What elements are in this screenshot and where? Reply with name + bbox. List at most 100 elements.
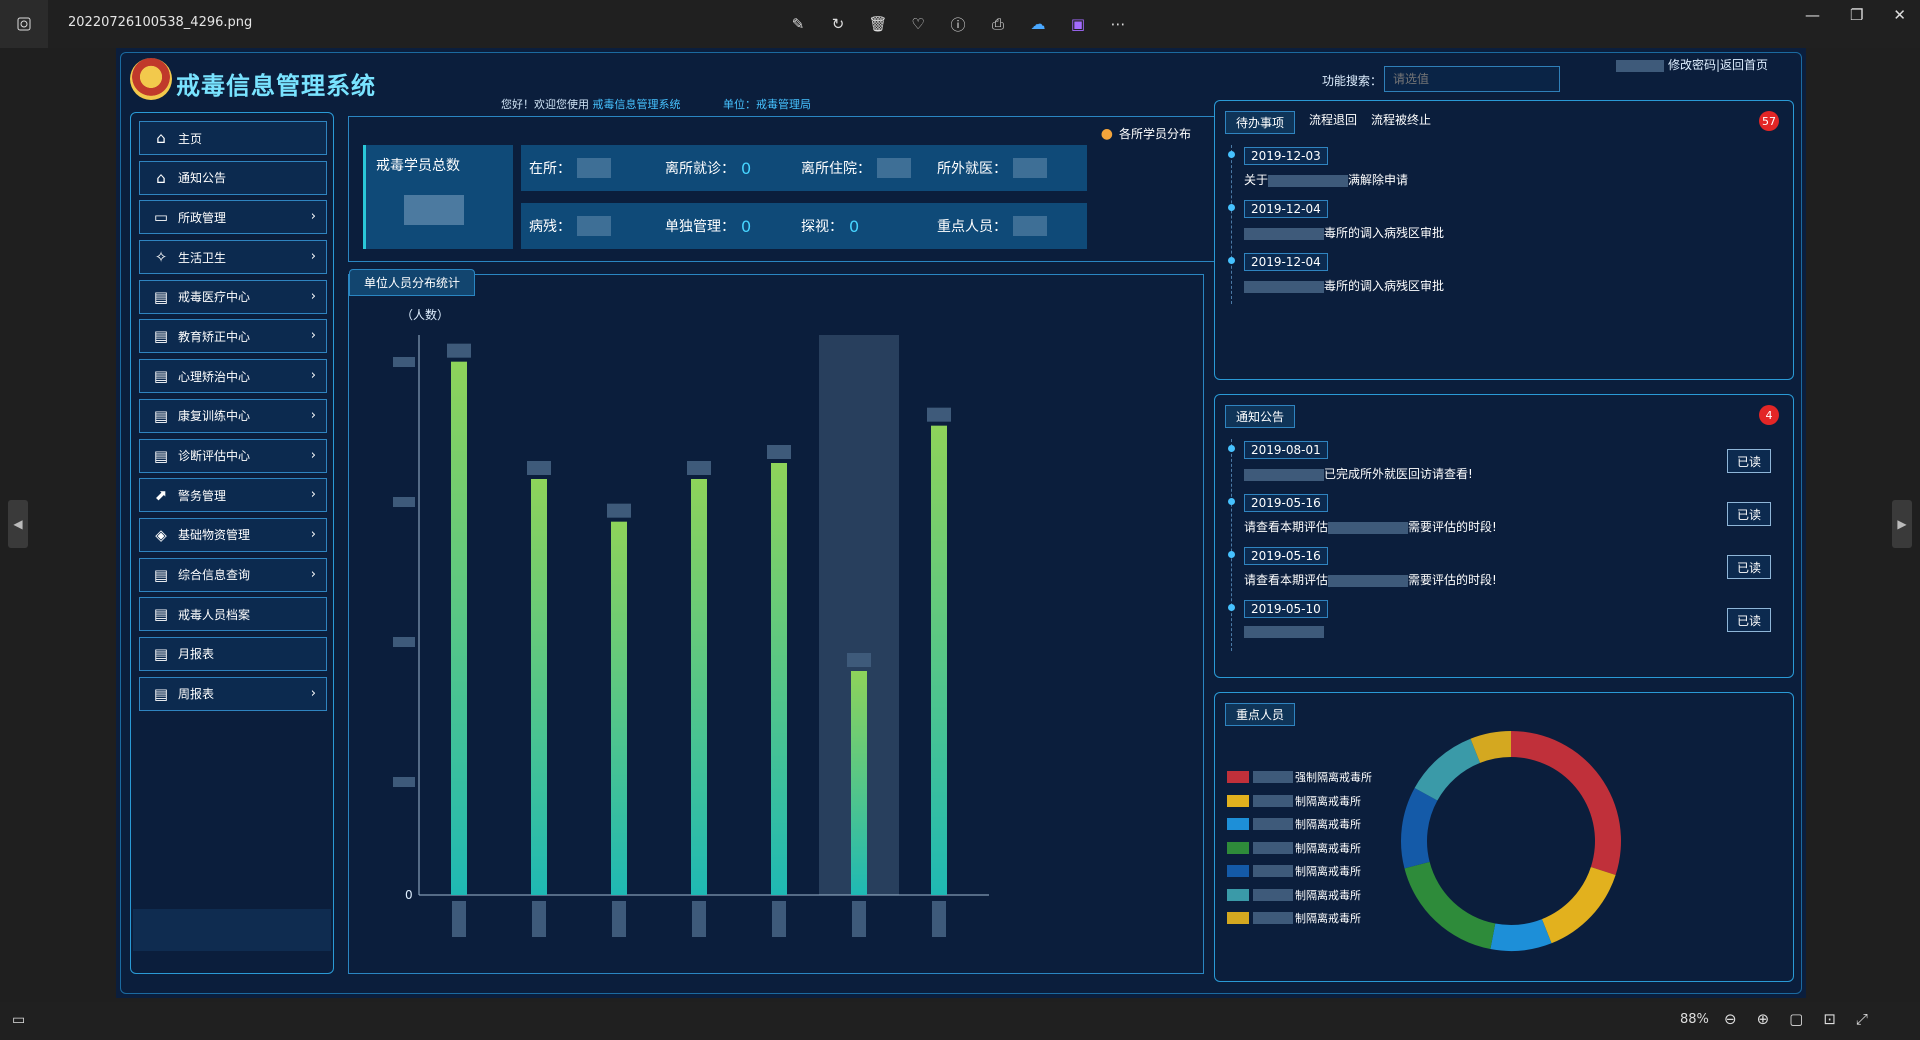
legend-item[interactable]: 制隔离戒毒所 — [1227, 863, 1372, 879]
sidebar-item[interactable]: ▤ 教育矫正中心 › — [139, 319, 327, 354]
timeline-item[interactable]: 2019-12-04 毒所的调入病残区审批 — [1228, 251, 1771, 296]
tab-terminated[interactable]: 流程被终止 — [1371, 113, 1432, 127]
donut-slice[interactable] — [1511, 731, 1621, 875]
minimize-icon[interactable]: — — [1804, 6, 1820, 24]
bar[interactable] — [611, 521, 627, 895]
stat-cell[interactable]: 重点人员： — [929, 203, 1087, 249]
legend-item[interactable]: 制隔离戒毒所 — [1227, 840, 1372, 856]
timeline-item[interactable]: 2019-05-16 请查看本期评估 需要评估的时段! 已读 — [1228, 492, 1771, 537]
print-icon[interactable]: ⎙ — [991, 15, 1004, 33]
bar[interactable] — [691, 479, 707, 895]
edit-icon[interactable]: ✎ — [791, 15, 805, 33]
rotate-icon[interactable]: ↻ — [831, 15, 845, 33]
fit-icon[interactable]: ▢ — [1789, 1010, 1804, 1028]
sidebar-item[interactable]: ⌂ 主页 — [139, 121, 327, 155]
sidebar-item[interactable]: ◈ 基础物资管理 › — [139, 517, 327, 552]
donut-slice[interactable] — [1470, 731, 1511, 763]
sidebar-item[interactable]: ⌂ 通知公告 — [139, 160, 327, 195]
chevron-right-icon: › — [310, 447, 316, 463]
cloud-icon[interactable]: ☁ — [1030, 15, 1046, 33]
stat-cell[interactable]: 离所住院： — [793, 145, 951, 191]
zoom-out-icon[interactable]: ⊖ — [1724, 1010, 1737, 1028]
sidebar-item[interactable]: ▤ 月报表 — [139, 636, 327, 671]
timeline-dot — [1228, 445, 1235, 452]
sidebar-item[interactable]: ▭ 所政管理 › — [139, 200, 327, 235]
filmstrip-icon[interactable]: ▭ — [12, 1012, 26, 1028]
sidebar-item[interactable]: ✧ 生活卫生 › — [139, 240, 327, 275]
stat-cell[interactable]: 在所： — [521, 145, 679, 191]
delete-icon[interactable]: 🗑 — [868, 15, 888, 33]
total-students-card[interactable]: 戒毒学员总数 — [363, 145, 513, 249]
search-input[interactable] — [1384, 66, 1560, 92]
tab-key-persons[interactable]: 重点人员 — [1225, 703, 1296, 726]
tab-todo[interactable]: 待办事项 — [1225, 111, 1296, 134]
legend-item[interactable]: 制隔离戒毒所 — [1227, 793, 1372, 809]
timeline-item[interactable]: 2019-05-16 请查看本期评估 需要评估的时段! 已读 — [1228, 545, 1771, 590]
x-tick-redacted — [452, 901, 466, 937]
sidebar-item[interactable]: ▤ 戒毒医疗中心 › — [139, 279, 327, 314]
next-image-icon[interactable]: ▶ — [1892, 500, 1912, 548]
timeline-text[interactable]: 毒所的调入病残区审批 — [1244, 277, 1771, 294]
stat-cell[interactable]: 探视： 0 — [793, 203, 951, 249]
actual-size-icon[interactable]: ⊡ — [1823, 1010, 1836, 1028]
more-icon[interactable]: ⋯ — [1110, 15, 1126, 33]
timeline-text[interactable] — [1244, 624, 1771, 638]
user-links-text[interactable]: 修改密码|返回首页 — [1668, 58, 1769, 72]
donut-slice[interactable] — [1401, 788, 1438, 869]
timeline-text[interactable]: 关于 满解除申请 — [1244, 171, 1771, 188]
legend-item[interactable]: 制隔离戒毒所 — [1227, 910, 1372, 926]
donut-slice[interactable] — [1541, 866, 1616, 944]
sidebar-item[interactable]: ▤ 周报表 › — [139, 676, 327, 711]
timeline-text[interactable]: 请查看本期评估 需要评估的时段! — [1244, 571, 1771, 588]
bar[interactable] — [451, 361, 467, 896]
sidebar-item[interactable]: ▤ 综合信息查询 › — [139, 557, 327, 592]
clipchamp-icon[interactable]: ▣ — [1070, 15, 1086, 33]
donut-slice[interactable] — [1490, 919, 1552, 951]
key-persons-tabs: 重点人员 — [1225, 703, 1296, 726]
stat-cell[interactable]: 所外就医： — [929, 145, 1087, 191]
favorite-icon[interactable]: ♡ — [911, 15, 925, 33]
zoom-in-icon[interactable]: ⊕ — [1756, 1010, 1770, 1028]
timeline-item[interactable]: 2019-12-04 毒所的调入病残区审批 — [1228, 198, 1771, 243]
bar[interactable] — [771, 463, 787, 895]
close-icon[interactable]: ✕ — [1893, 6, 1906, 24]
timeline-item[interactable]: 2019-12-03 关于 满解除申请 — [1228, 145, 1771, 190]
donut-slice[interactable] — [1404, 861, 1496, 950]
previous-image-icon[interactable]: ◀ — [8, 500, 28, 548]
restore-icon[interactable]: ❐ — [1849, 6, 1864, 24]
distribution-link[interactable]: ● 各所学员分布 — [1101, 125, 1191, 142]
stat-cell[interactable]: 单独管理： 0 — [657, 203, 815, 249]
sidebar-item[interactable]: ▤ 康复训练中心 › — [139, 398, 327, 433]
sidebar-item[interactable]: ⬈ 警务管理 › — [139, 478, 327, 513]
stat-cell[interactable]: 病残： — [521, 203, 679, 249]
legend-item[interactable]: 强制隔离戒毒所 — [1227, 769, 1372, 785]
stat-cell[interactable]: 离所就诊： 0 — [657, 145, 815, 191]
sidebar-item[interactable]: ▤ 诊断评估中心 › — [139, 438, 327, 473]
mark-read-button[interactable]: 已读 — [1727, 449, 1771, 473]
bar[interactable] — [531, 479, 547, 895]
bar-value-redacted — [927, 407, 951, 422]
timeline-text[interactable]: 请查看本期评估 需要评估的时段! — [1244, 518, 1771, 535]
info-icon[interactable]: ⓘ — [950, 15, 966, 34]
donut-slice[interactable] — [1414, 738, 1481, 801]
mark-read-button[interactable]: 已读 — [1727, 608, 1771, 632]
sidebar-item[interactable]: ▤ 戒毒人员档案 — [139, 597, 327, 632]
fullscreen-icon[interactable]: ⤢ — [1855, 1010, 1868, 1028]
chart-tab[interactable]: 单位人员分布统计 — [349, 269, 476, 296]
mark-read-button[interactable]: 已读 — [1727, 555, 1771, 579]
viewer-app-icon[interactable] — [0, 0, 48, 48]
tab-returned[interactable]: 流程退回 — [1309, 113, 1358, 127]
sidebar-item[interactable]: ▤ 心理矫治中心 › — [139, 359, 327, 394]
tab-notice[interactable]: 通知公告 — [1225, 405, 1296, 428]
legend-item[interactable]: 制隔离戒毒所 — [1227, 816, 1372, 832]
user-links[interactable]: 修改密码|返回首页 — [1616, 56, 1768, 73]
timeline-item[interactable]: 2019-08-01 已完成所外就医回访请查看! 已读 — [1228, 439, 1771, 484]
legend-item[interactable]: 制隔离戒毒所 — [1227, 887, 1372, 903]
timeline-text[interactable]: 毒所的调入病残区审批 — [1244, 224, 1771, 241]
timeline-text[interactable]: 已完成所外就医回访请查看! — [1244, 465, 1771, 482]
bar[interactable] — [851, 671, 867, 895]
timeline-item[interactable]: 2019-05-10 已读 — [1228, 598, 1771, 643]
mark-read-button[interactable]: 已读 — [1727, 502, 1771, 526]
bar[interactable] — [931, 425, 947, 895]
distribution-link-label[interactable]: 各所学员分布 — [1118, 127, 1191, 141]
